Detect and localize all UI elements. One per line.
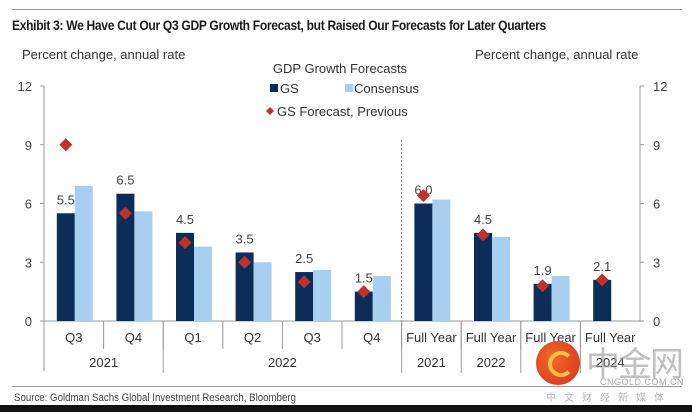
left-tick-label: 6 [25,197,32,212]
consensus-bar [194,246,212,321]
consensus-bar [432,199,451,321]
category-label: Q4 [363,330,380,345]
previous-forecast-marker [357,285,371,299]
gs-value-label: 4.5 [176,212,194,227]
source-note: Source: Goldman Sachs Global Investment … [14,392,296,404]
category-label: Full Year [406,330,457,345]
previous-forecast-marker [238,255,252,269]
consensus-bar [492,236,510,321]
legend-swatch-consensus [345,84,353,92]
group-label: 2022 [268,355,297,370]
legend-swatch-gs [270,84,278,92]
gs-bar [295,272,314,321]
group-label: 2021 [417,355,446,370]
gs-bar [593,279,612,321]
gs-bar [176,232,194,321]
category-label: Q3 [65,330,82,345]
legend-label-consensus: Consensus [354,81,420,96]
previous-forecast-marker [118,206,132,220]
category-label: Q2 [244,330,261,345]
previous-forecast-marker [178,236,192,250]
previous-forecast-marker [536,279,550,293]
bottom-bar [0,405,692,412]
consensus-bar [313,270,332,321]
gs-value-label: 4.5 [474,212,492,227]
category-label: Full Year [585,330,636,345]
watermark: 中金网 CNGOLD.COM.CN 中文财经新媒体 [536,337,692,404]
legend-title: GDP Growth Forecasts [273,61,408,76]
gs-bar [474,232,492,321]
right-tick-label: 3 [653,255,660,270]
bottom-rule [12,386,682,387]
legend-marker-previous [266,107,274,115]
category-label: Full Year [466,330,517,345]
gs-bar [56,213,75,321]
left-tick-label: 3 [25,255,32,270]
consensus-bar [253,262,272,321]
gs-bar [414,203,433,321]
category-label: Q4 [125,330,142,345]
previous-forecast-marker [297,275,311,289]
gs-value-label: 1.5 [355,271,373,286]
consensus-bar [372,275,391,321]
gs-bar [533,283,552,321]
previous-forecast-marker [416,189,430,203]
category-label: Q1 [184,330,201,345]
gs-value-label: 2.5 [295,251,313,266]
gs-bar [235,252,254,321]
left-tick-label: 12 [18,79,32,94]
chart-title: Exhibit 3: We Have Cut Our Q3 GDP Growth… [12,17,546,33]
legend-label-gs: GS [280,81,299,96]
gs-value-label: 2.1 [593,259,611,274]
right-tick-label: 6 [653,197,660,212]
gs-bar [116,193,135,321]
legend-label-previous: GS Forecast, Previous [277,104,408,119]
category-label: Q3 [304,330,321,345]
right-tick-label: 9 [653,138,660,153]
top-rule [12,9,682,10]
previous-forecast-marker [59,138,73,152]
watermark-logo-icon [536,341,580,385]
group-label: 2021 [89,355,118,370]
group-label: 2022 [477,355,506,370]
watermark-url: CNGOLD.COM.CN [600,377,685,387]
right-axis-label: Percent change, annual rate [475,47,639,62]
consensus-bar [74,185,93,321]
gs-value-label: 3.5 [236,231,254,246]
right-tick-label: 12 [653,79,667,94]
gs-value-label: 6.5 [116,173,134,188]
left-axis-label: Percent change, annual rate [22,47,186,62]
gs-value-label: 5.5 [57,192,75,207]
gs-bar [354,291,373,321]
left-tick-label: 0 [25,314,32,329]
left-tick-label: 9 [25,138,32,153]
group-label: 2024 [596,355,625,370]
right-tick-label: 0 [653,314,660,329]
consensus-bar [551,275,570,321]
gs-value-label: 1.9 [534,263,552,278]
watermark-name: 中金网 [586,345,684,385]
previous-forecast-marker [476,228,490,242]
previous-forecast-marker [595,273,609,287]
watermark-tagline: 中文财经新媒体 [546,393,672,404]
consensus-bar [134,211,153,321]
